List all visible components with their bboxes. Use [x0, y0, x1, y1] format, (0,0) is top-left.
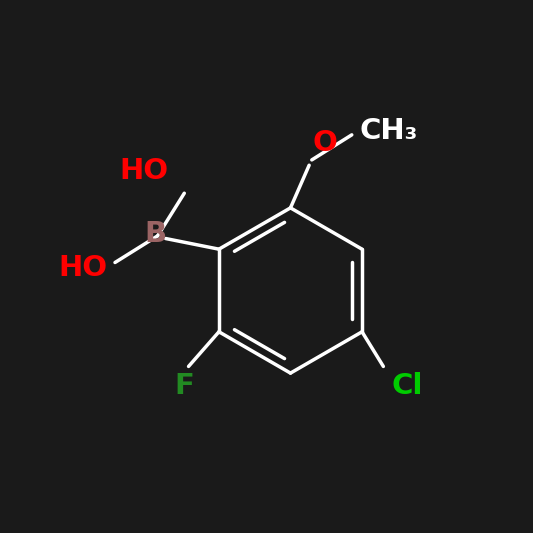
- Text: O: O: [313, 129, 338, 157]
- Text: HO: HO: [58, 254, 107, 282]
- Text: B: B: [144, 220, 166, 248]
- Text: CH₃: CH₃: [360, 117, 418, 144]
- Text: F: F: [174, 372, 194, 400]
- Text: HO: HO: [119, 157, 168, 185]
- Text: Cl: Cl: [391, 372, 423, 400]
